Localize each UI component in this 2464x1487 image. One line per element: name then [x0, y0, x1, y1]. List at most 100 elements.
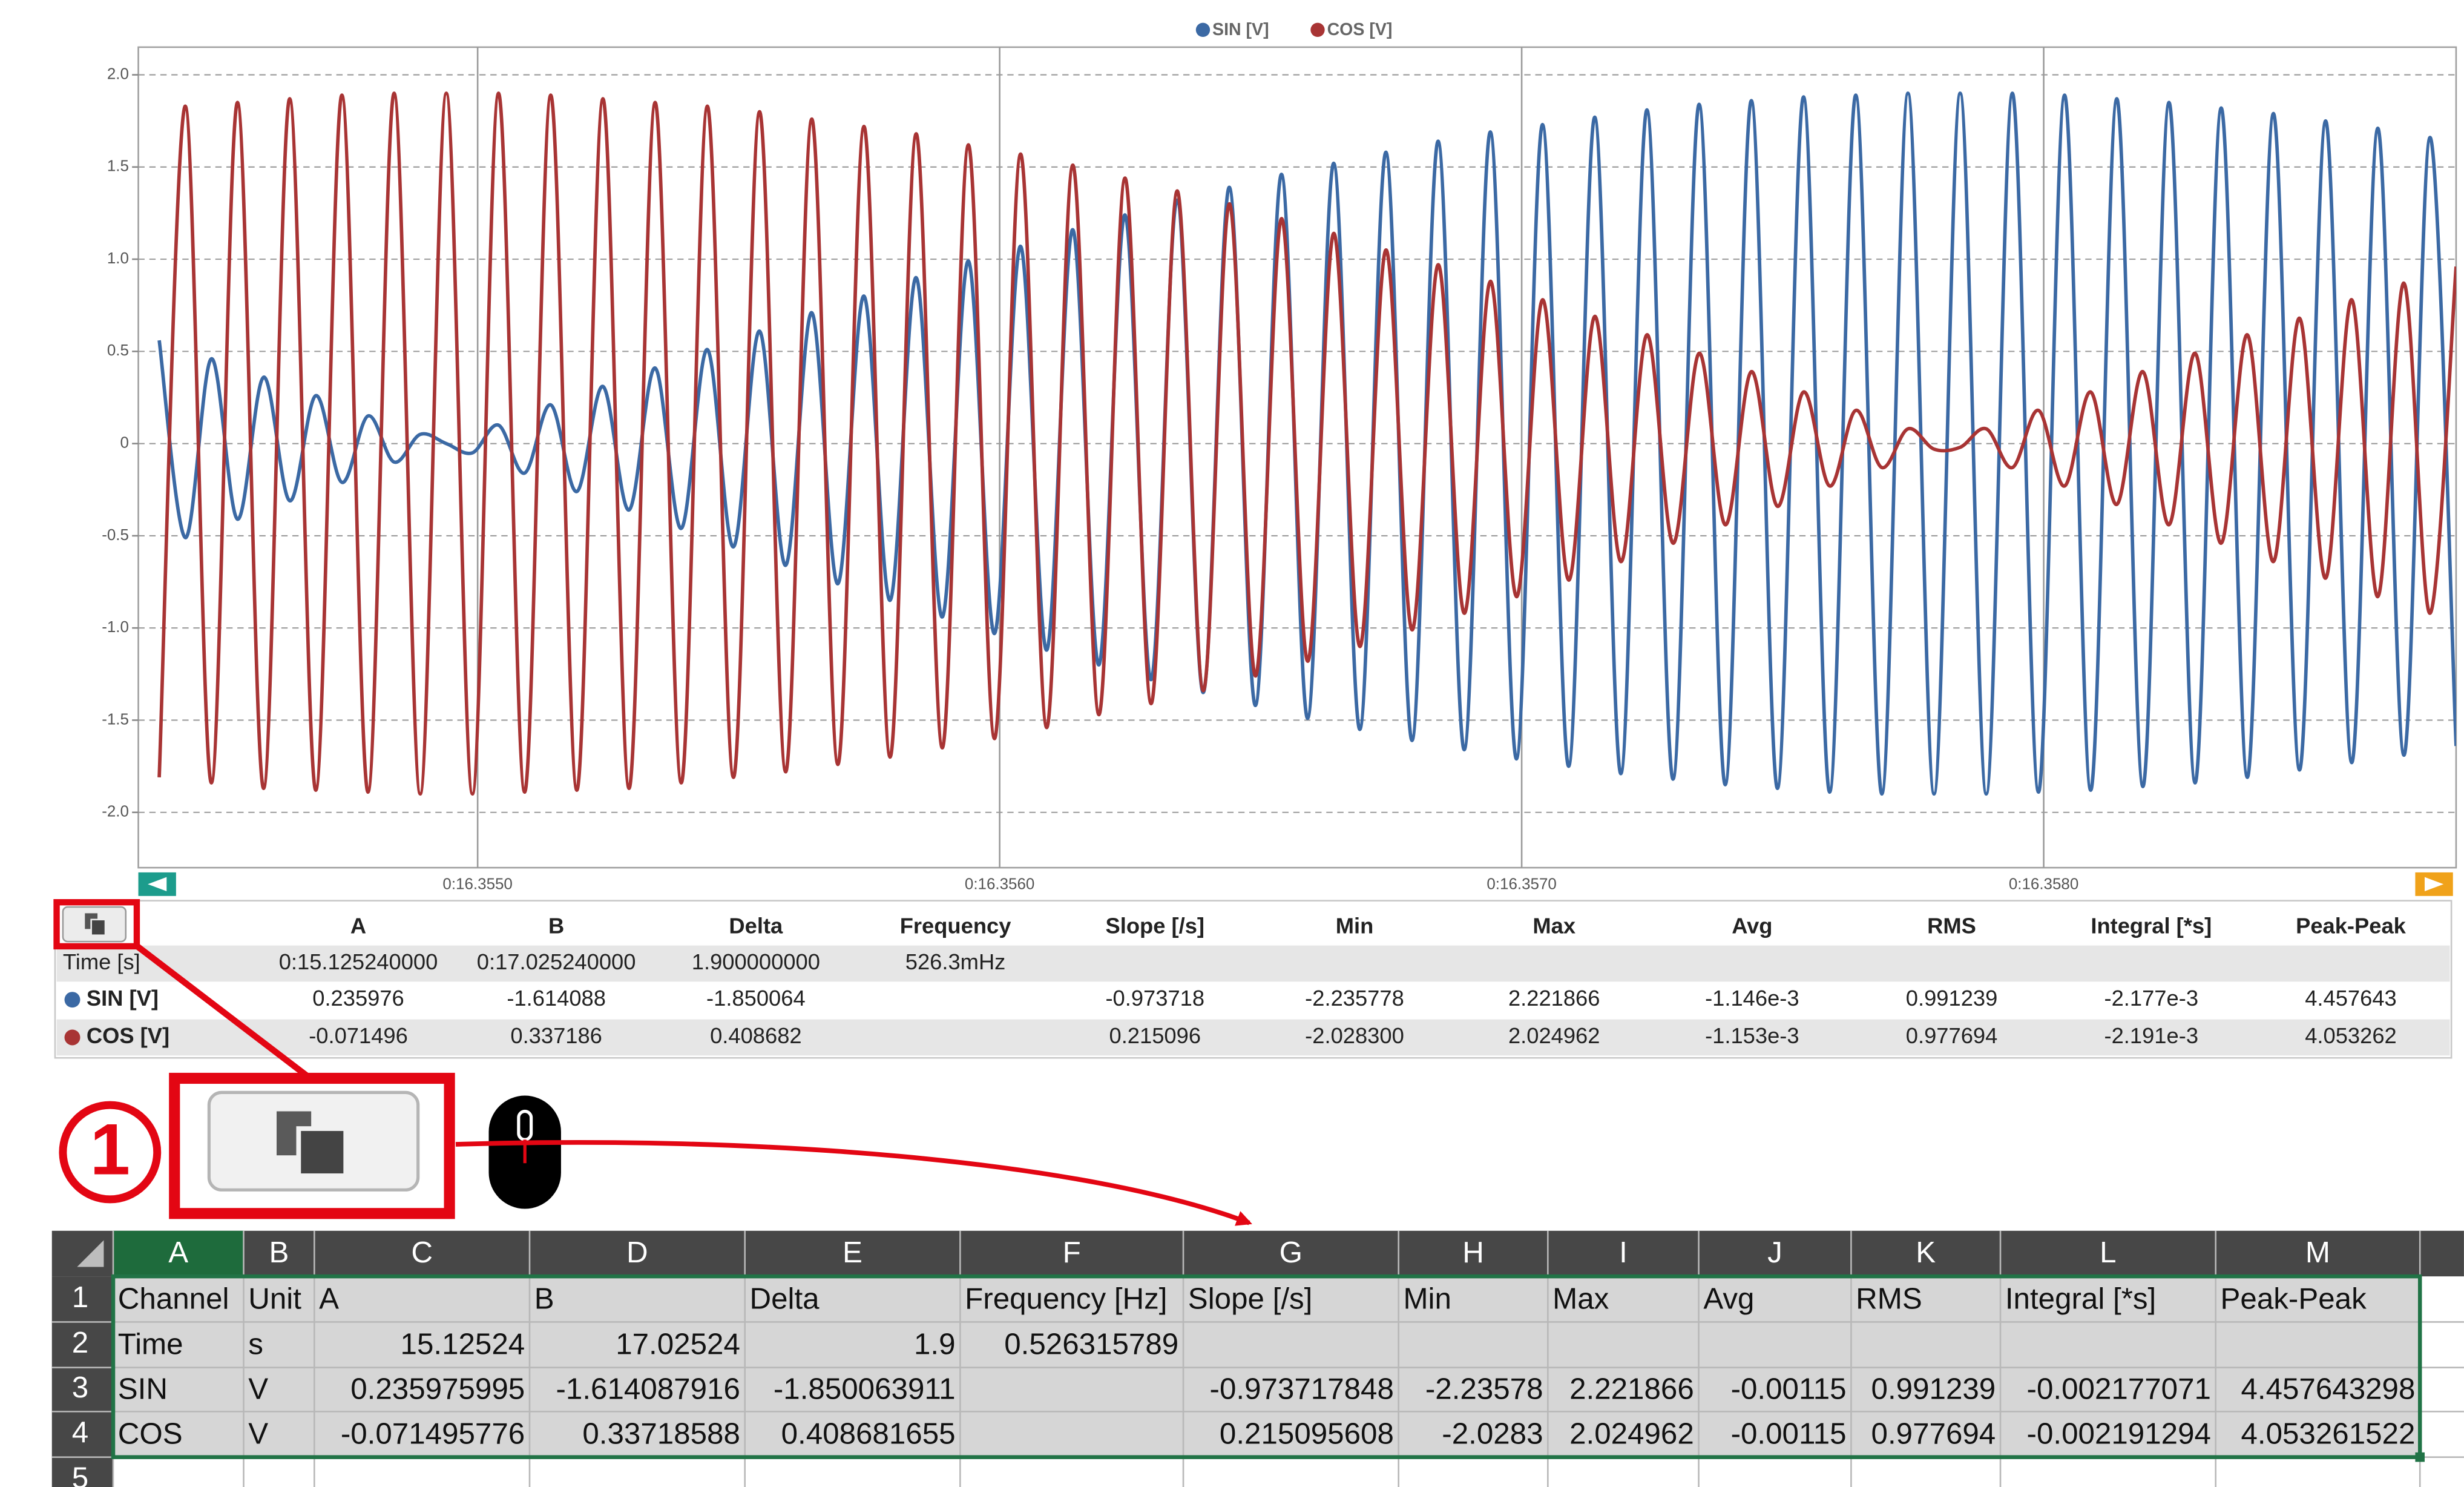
sheet-cell: 0.235975995: [350, 1373, 525, 1406]
cell-value: 0.408682: [710, 1023, 802, 1048]
sheet-cell: B: [534, 1282, 554, 1315]
row-color-marker: [64, 1029, 80, 1046]
sheet-cell: Integral [*s]: [2005, 1282, 2156, 1315]
row-stripe: [56, 945, 2450, 982]
column-header: G: [1280, 1236, 1303, 1269]
y-tick-label: -1.0: [102, 618, 129, 636]
sheet-cell: -0.973717848: [1210, 1373, 1394, 1406]
sheet-cell: 0.215095608: [1220, 1417, 1394, 1451]
copy-icon-front: [90, 918, 107, 937]
y-tick-label: -1.5: [102, 710, 129, 728]
column-header: Max: [1533, 913, 1575, 938]
paste-arrow: [455, 1139, 1252, 1226]
active-column-header: [113, 1230, 244, 1277]
sheet-cell: V: [248, 1417, 268, 1451]
sheet-cell: Unit: [248, 1282, 301, 1315]
sheet-cell: A: [319, 1282, 339, 1315]
sheet-cell: 0.33718588: [582, 1417, 740, 1451]
y-tick-label: 2.0: [107, 64, 129, 82]
cell-value: 0.977694: [1906, 1023, 1998, 1048]
highlight-box: [53, 899, 140, 950]
cell-value: 0.991239: [1906, 986, 1998, 1011]
column-header: K: [1916, 1236, 1936, 1269]
sheet-cell: 2.221866: [1569, 1373, 1694, 1406]
step-circle: [59, 1101, 162, 1204]
cell-value: -1.146e-3: [1705, 986, 1799, 1011]
y-tick-label: 1.5: [107, 157, 129, 175]
column-header: E: [843, 1236, 862, 1269]
sheet-cell: Channel: [118, 1282, 229, 1315]
column-header: J: [1767, 1236, 1782, 1269]
sheet-cell: -0.00115: [1731, 1417, 1847, 1451]
column-header: Integral [*s]: [2091, 913, 2212, 938]
column-header: B: [548, 913, 564, 938]
column-header: C: [411, 1236, 433, 1269]
legend-label: COS [V]: [1327, 20, 1393, 39]
cell-value: -2.191e-3: [2104, 1023, 2199, 1048]
cell-value: 0.215096: [1109, 1023, 1201, 1048]
cell-value: 4.053262: [2305, 1023, 2397, 1048]
fill-handle: [2415, 1452, 2425, 1462]
sheet-cell: Min: [1403, 1282, 1451, 1315]
selection-border: [111, 1274, 2422, 1459]
cell-value: -1.153e-3: [1705, 1023, 1799, 1048]
cell-value: -2.235778: [1305, 986, 1404, 1011]
column-header: L: [2100, 1236, 2116, 1269]
x-tick-label: 0:16.3550: [442, 875, 512, 893]
cell-value: 1.900000000: [692, 949, 820, 974]
cell-value: -1.614088: [507, 986, 606, 1011]
sheet-cell: SIN: [118, 1373, 168, 1406]
sheet-cell: s: [248, 1328, 263, 1361]
row-header: 4: [72, 1416, 88, 1449]
cell-value: -2.028300: [1305, 1023, 1404, 1048]
sheet-cell: Max: [1552, 1282, 1609, 1315]
sheet-cell: -2.0283: [1442, 1417, 1543, 1451]
sheet-cell: COS: [118, 1417, 183, 1451]
sheet-cell: Delta: [749, 1282, 820, 1315]
sheet-cell: Time: [118, 1328, 183, 1361]
row-header: 3: [72, 1371, 88, 1404]
sheet-header-bar: [51, 1230, 2464, 1277]
x-tick-label: 0:16.3560: [965, 875, 1034, 893]
cell-value: 2.024962: [1508, 1023, 1600, 1048]
legend-marker: [1310, 22, 1325, 38]
sheet-cell: 0.991239: [1871, 1373, 1996, 1406]
sheet-cell: Frequency [Hz]: [965, 1282, 1167, 1315]
sheet-cell: V: [248, 1373, 268, 1406]
sheet-cell: 4.053261522: [2241, 1417, 2415, 1451]
column-header: D: [626, 1236, 648, 1269]
sheet-cell: 0.526315789: [1004, 1328, 1178, 1361]
cell-value: 0.337186: [510, 1023, 602, 1048]
cell-value: 0.235976: [312, 986, 404, 1011]
sheet-cell: -0.002177071: [2027, 1373, 2211, 1406]
column-header: Peak-Peak: [2296, 913, 2407, 938]
cell-value: -2.177e-3: [2104, 986, 2199, 1011]
step-number: 1: [90, 1110, 130, 1190]
sheet-cell: 17.02524: [616, 1328, 740, 1361]
sheet-cell: 0.977694: [1871, 1417, 1996, 1451]
x-tick-label: 0:16.3580: [2009, 875, 2078, 893]
legend-label: SIN [V]: [1212, 20, 1269, 39]
row-header: 2: [72, 1326, 88, 1359]
connector-line: [133, 942, 317, 1084]
column-header: Min: [1336, 913, 1374, 938]
y-tick-label: -0.5: [102, 526, 129, 544]
sheet-cell: -0.002191294: [2027, 1417, 2211, 1451]
column-header: I: [1619, 1236, 1628, 1269]
cell-value: 0:15.125240000: [279, 949, 438, 974]
row-label: SIN [V]: [87, 986, 159, 1011]
scroll-right-icon: [2425, 877, 2444, 892]
sheet-cell: Peak-Peak: [2221, 1282, 2367, 1315]
cell-value: -1.850064: [706, 986, 806, 1011]
row-header-bar: [51, 1276, 114, 1487]
column-header: M: [2305, 1236, 2330, 1269]
y-tick-label: -2.0: [102, 802, 129, 820]
sheet-cell: Avg: [1703, 1282, 1754, 1315]
chart-area: 2.0 1.5 1.0 0.5 0 -0.5 -1.0 -1.5 -2.0 0:16.3550 0:…: [102, 20, 2457, 893]
sheet-cell: 2.024962: [1569, 1417, 1694, 1451]
row-label: COS [V]: [87, 1023, 169, 1048]
cell-value: -0.071496: [309, 1023, 408, 1048]
column-header: Slope [/s]: [1106, 913, 1205, 938]
sheet-cell: RMS: [1856, 1282, 1922, 1315]
